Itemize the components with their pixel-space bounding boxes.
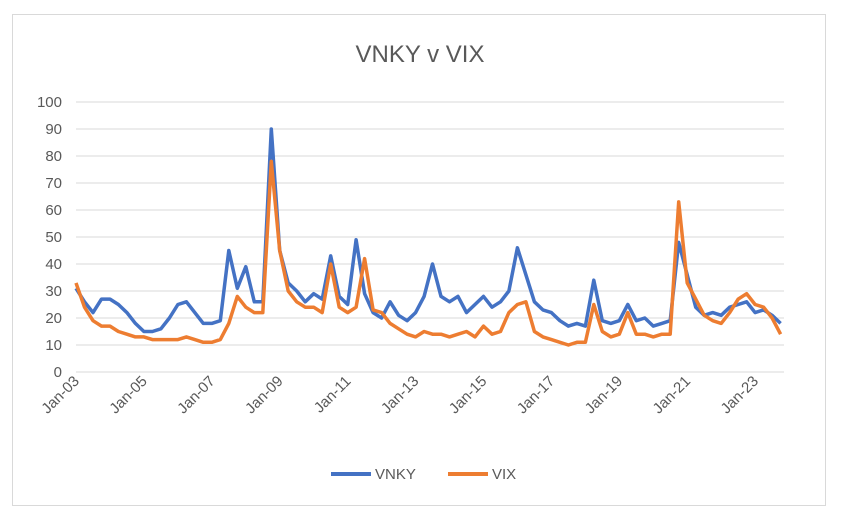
x-tick-label: Jan-13 [378, 373, 422, 417]
x-tick-label: Jan-23 [718, 373, 762, 417]
x-tick-label: Jan-09 [242, 373, 286, 417]
y-tick-label: 80 [45, 148, 62, 165]
x-tick-label: Jan-07 [174, 373, 218, 417]
y-tick-label: 20 [45, 310, 62, 327]
x-tick-label: Jan-15 [446, 373, 490, 417]
y-tick-label: 90 [45, 121, 62, 138]
x-tick-label: Jan-17 [514, 373, 558, 417]
chart-frame [12, 14, 826, 506]
legend-label-vnky: VNKY [375, 466, 416, 483]
legend-label-vix: VIX [492, 466, 516, 483]
y-tick-label: 40 [45, 256, 62, 273]
y-tick-label: 50 [45, 229, 62, 246]
y-tick-label: 100 [37, 94, 62, 111]
x-tick-label: Jan-21 [650, 373, 694, 417]
x-axis-ticks: Jan-03 Jan-05 Jan-07 Jan-09 Jan-11 Jan-13 Jan-… [38, 373, 762, 417]
gridlines [76, 101, 784, 373]
y-axis-ticks: 0 10 20 30 40 50 60 70 80 90 100 [37, 94, 62, 381]
x-tick-label: Jan-19 [582, 373, 626, 417]
chart-title: VNKY v VIX [356, 41, 485, 68]
y-tick-label: 60 [45, 202, 62, 219]
x-tick-label: Jan-11 [311, 373, 355, 417]
y-tick-label: 30 [45, 283, 62, 300]
y-tick-label: 0 [54, 364, 62, 381]
legend: VNKY VIX [331, 466, 516, 483]
series-lines [74, 127, 783, 347]
series-line-vnky [74, 127, 782, 334]
x-tick-label: Jan-05 [106, 373, 150, 417]
y-tick-label: 10 [45, 337, 62, 354]
series-line-vix [74, 159, 783, 347]
y-tick-label: 70 [45, 175, 62, 192]
